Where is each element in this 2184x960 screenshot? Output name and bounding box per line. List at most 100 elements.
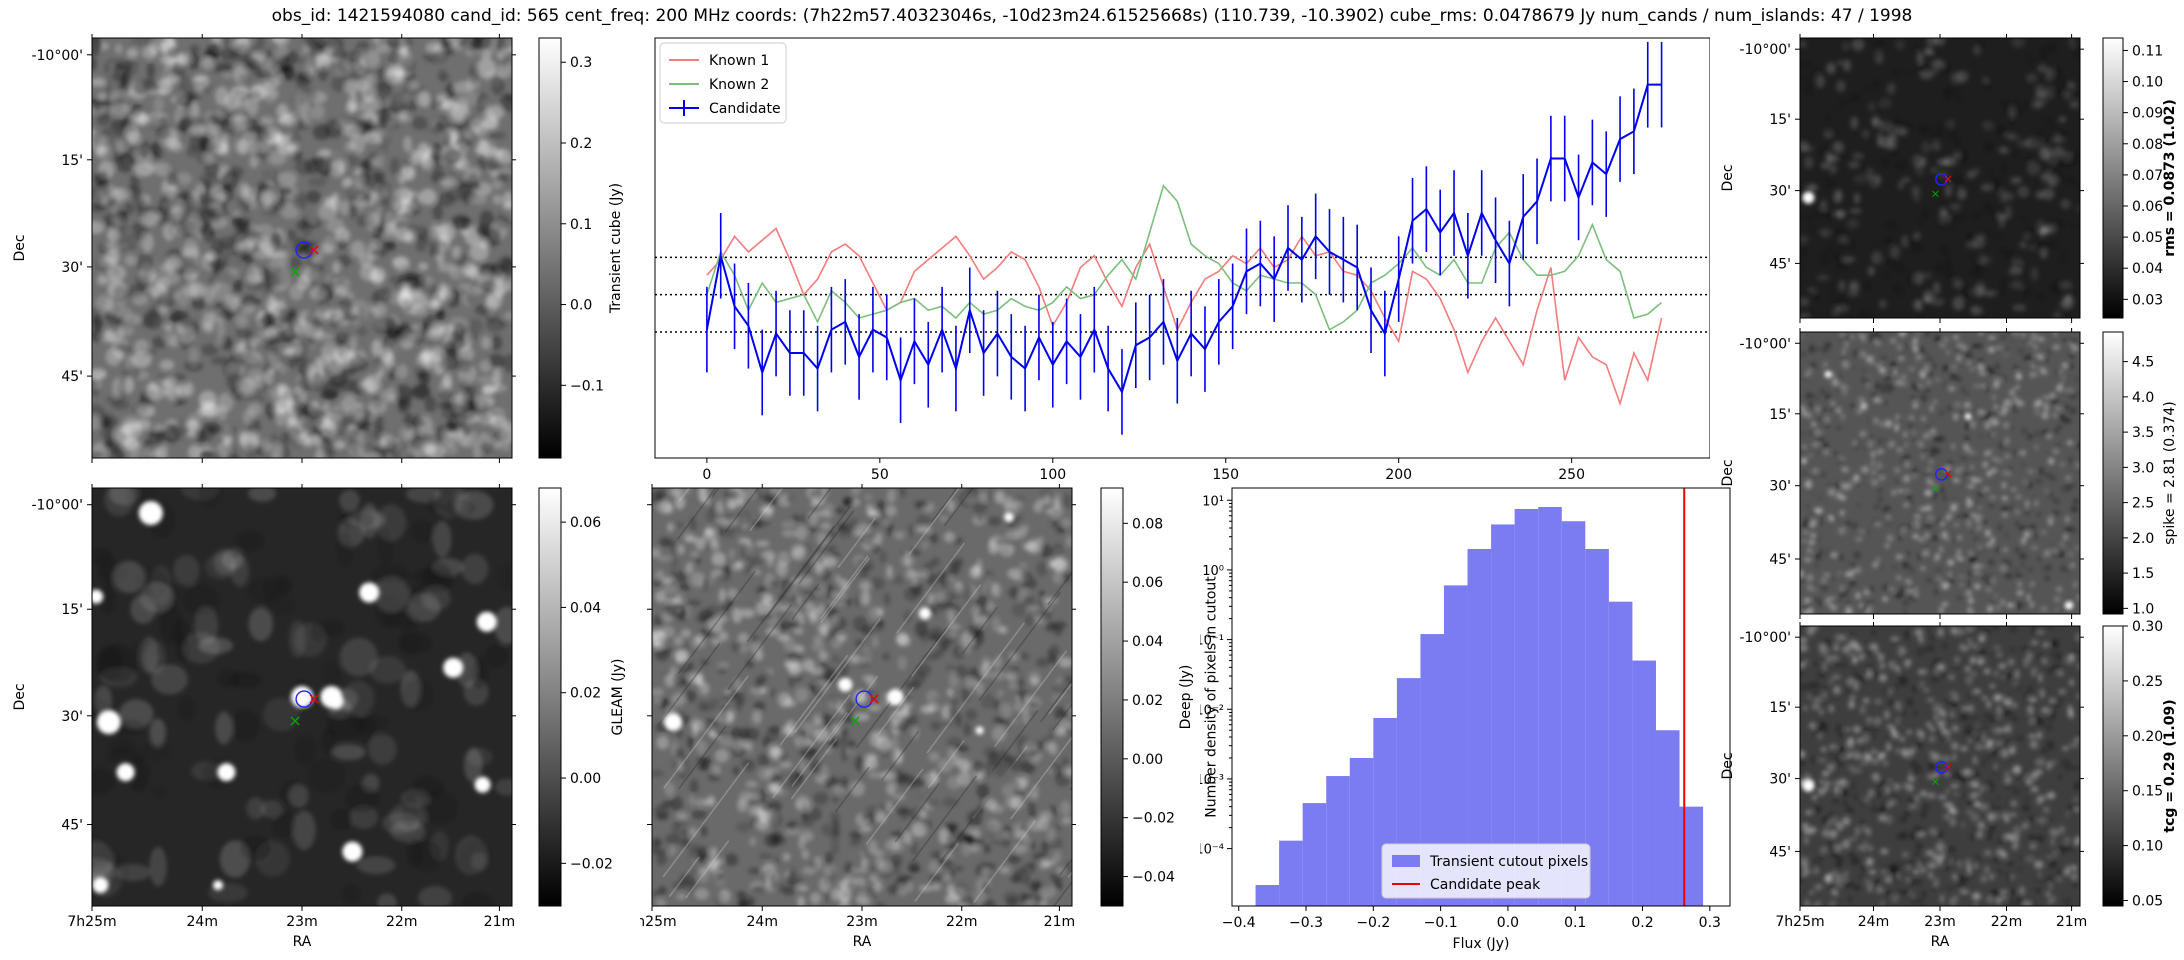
dec-tick-label: 15': [1769, 112, 1791, 128]
hist-y-tick-label: 10⁻³: [1200, 773, 1224, 788]
dec-axis-label: Dec: [1720, 752, 1736, 779]
ra-tick-label: 22m: [1991, 914, 2022, 930]
hist-x-tick-label: 0.0: [1497, 915, 1519, 931]
colorbar-tick-label: 2.0: [2132, 531, 2154, 547]
colorbar-tick-label: −0.1: [570, 378, 604, 394]
dec-tick-label: 15': [1769, 700, 1791, 716]
colorbar-tick-label: 0.02: [1132, 693, 1163, 709]
dec-tick-label: 45': [1769, 256, 1791, 272]
colorbar-tick-label: 4.0: [2132, 390, 2154, 406]
ra-tick-label: 23m: [1924, 914, 1955, 930]
known-1-marker: ×: [307, 240, 320, 259]
colorbar-tick-label: 2.5: [2132, 496, 2154, 512]
candidate-marker: [1935, 468, 1948, 481]
lc-x-tick-label: 200: [1385, 467, 1412, 483]
histogram-bar: [1585, 548, 1609, 906]
colorbar-tick-label: −0.02: [1132, 811, 1175, 827]
dec-tick-label: 45': [1769, 552, 1791, 568]
known-2-marker: ×: [1931, 774, 1941, 788]
colorbar-tick-label: 0.30: [2132, 619, 2163, 635]
legend-entry: Known 1: [709, 53, 769, 69]
colorbar-tick-label: 0.04: [570, 600, 601, 616]
tcg-colorbar-label: tcg = 0.29 (1.09): [2162, 699, 2178, 832]
transient-cube-colorbar: 0.3 0.2 0.1 0.0 −0.1: [538, 37, 604, 459]
candidate-marker: [1935, 173, 1948, 186]
tcg-panel: ×× -10°00' 15' 30' 45' 7h25m 24m 23m 22m 21m Dec RA…: [1720, 619, 2178, 950]
colorbar-tick-label: 0.07: [2132, 168, 2163, 184]
deep-panel: ××7h25m24m23m22m21mRA 0.080.060.040.020.…: [640, 484, 1194, 950]
known-1-marker: ×: [1943, 760, 1953, 774]
histogram-legend: Transient cutout pixels Candidate peak: [1381, 843, 1591, 899]
histogram-bar: [1632, 660, 1656, 906]
hist-x-tick-label: −0.3: [1289, 915, 1323, 931]
colorbar-tick-label: 0.04: [1132, 634, 1163, 650]
dec-tick-label: -10°00': [1739, 42, 1791, 58]
spike-image: ×× -10°00' 15' 30' 45' Dec: [1720, 328, 2084, 619]
candidate-marker: [295, 690, 313, 708]
known-2-marker: ×: [288, 711, 301, 730]
hist-y-tick-label: 10⁰: [1202, 564, 1224, 579]
legend-entry: Transient cutout pixels: [1429, 854, 1588, 870]
colorbar-tick-label: 0.05: [2132, 894, 2163, 910]
colorbar-tick-label: 0.11: [2132, 43, 2163, 59]
hist-x-tick-label: −0.4: [1222, 915, 1256, 931]
ra-axis-label: RA: [853, 934, 872, 950]
hist-x-tick-label: 0.1: [1564, 915, 1586, 931]
histogram-bar: [1420, 634, 1444, 906]
series-line-2: [706, 184, 1663, 331]
lc-x-tick-label: 150: [1212, 467, 1239, 483]
known-2-marker: ×: [1931, 186, 1941, 200]
dec-tick-label: 45': [61, 369, 83, 385]
rms-colorbar: 0.11 0.10 0.09 0.08 0.07 0.06 0.05 0.04 0.03: [2102, 37, 2163, 319]
ra-tick-label: 23m: [286, 914, 317, 930]
lightcurve-frame: [654, 37, 1710, 459]
dec-axis-label: Dec: [12, 234, 28, 261]
hist-x-axis-label: Flux (Jy): [1453, 936, 1510, 952]
colorbar-tick-label: 0.10: [2132, 75, 2163, 91]
histogram-bar: [1302, 803, 1327, 906]
dec-axis-label: Dec: [12, 683, 28, 710]
deep-colorbar-label: Deep (Jy): [1178, 665, 1194, 730]
candidate-marker: [295, 241, 313, 259]
gleam-colorbar: 0.06 0.04 0.02 0.00 −0.02: [538, 487, 613, 907]
legend-entry: Candidate: [709, 101, 781, 117]
colorbar-tick-label: 0.06: [2132, 199, 2163, 215]
ra-tick-label: 22m: [386, 914, 417, 930]
ra-tick-label: 21m: [484, 914, 515, 930]
colorbar-tick-label: 0.09: [2132, 106, 2163, 122]
deep-image: × × 7h25m 24m 23m 22m 21m RA: [640, 484, 1076, 950]
colorbar-tick-label: 0.15: [2132, 784, 2163, 800]
known-2-marker: ×: [848, 711, 861, 730]
dec-axis-label: Dec: [1720, 459, 1736, 486]
dec-tick-label: -10°00': [31, 498, 83, 514]
histogram-bar: [1655, 730, 1680, 906]
hist-y-tick-label: 10⁻²: [1200, 703, 1224, 718]
tcg-colorbar: 0.30 0.25 0.20 0.15 0.10 0.05: [2102, 619, 2163, 910]
colorbar-tick-label: 3.5: [2132, 425, 2154, 441]
dec-tick-label: 45': [61, 817, 83, 833]
lc-x-tick-label: 50: [871, 467, 889, 483]
hist-y-tick-label: 10⁻⁴: [1200, 843, 1224, 858]
deep-colorbar: 0.08 0.06 0.04 0.02 0.00 −0.02 −0.04: [1100, 487, 1175, 907]
known-1-marker: ×: [867, 689, 880, 708]
histogram-bar: [1255, 885, 1280, 906]
rms-image: ×× -10°00' 15' 30' 45' Dec: [1720, 34, 2084, 323]
hist-x-tick-label: 0.3: [1699, 915, 1721, 931]
colorbar-tick-label: 0.06: [1132, 575, 1163, 591]
spike-colorbar-label: spike = 2.81 (0.374): [2162, 401, 2178, 545]
figure-title: obs_id: 1421594080 cand_id: 565 cent_fre…: [271, 6, 1913, 26]
spike-panel: ×× -10°00' 15' 30' 45' Dec 4.5 4.0 3.5 3.0 2.5 2.0…: [1720, 328, 2178, 619]
transient-cube-image: × × -10°00' 15' 30' 45' Dec: [12, 34, 516, 463]
histogram-bar: [1514, 508, 1539, 906]
ra-axis-label: RA: [1931, 934, 1950, 950]
colorbar-tick-label: 0.0: [570, 298, 592, 314]
dec-tick-label: 30': [1769, 184, 1791, 200]
gleam-colorbar-label: GLEAM (Jy): [610, 659, 626, 736]
ra-tick-label: 7h25m: [67, 914, 116, 930]
known-2-marker: ×: [288, 262, 301, 281]
colorbar-tick-label: 0.03: [2132, 292, 2163, 308]
flux-histogram-chart: −0.4 −0.3 −0.2 −0.1 0.0 0.1 0.2 0.3 10⁻⁴ 10⁻³ 10⁻²…: [1200, 487, 1731, 952]
histogram-bar: [1443, 585, 1468, 906]
lc-x-tick-label: 0: [702, 467, 711, 483]
legend-entry: Known 2: [709, 77, 769, 93]
